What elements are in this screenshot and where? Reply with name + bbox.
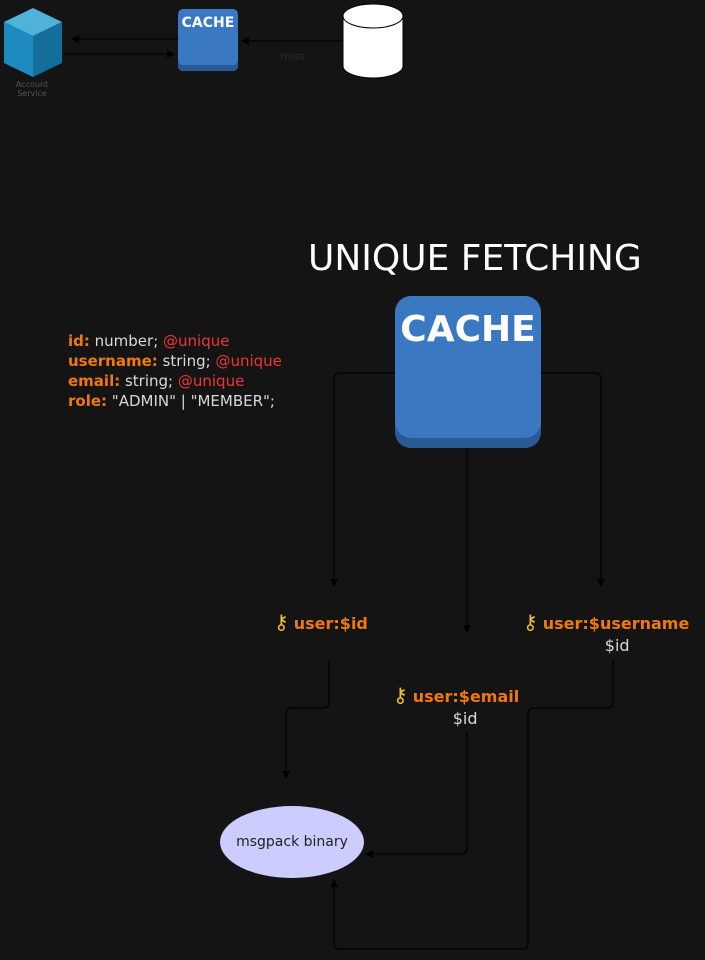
- schema-key: email:: [68, 372, 121, 390]
- key-value-email: $id: [452, 709, 478, 728]
- top-cache-label: CACHE: [181, 15, 235, 31]
- edge-username-to-store: [330, 660, 614, 950]
- cache-node: CACHE: [395, 296, 541, 448]
- schema-key: username:: [68, 352, 158, 370]
- store-label: msgpack binary: [236, 834, 348, 850]
- schema-row: id: number; @unique: [68, 331, 282, 351]
- schema-unique: @unique: [177, 372, 245, 390]
- key-value-username: $id: [604, 636, 630, 655]
- schema-type: number;: [89, 332, 164, 350]
- key-icon: ⚷: [393, 683, 408, 707]
- key-label-username: user:$username: [542, 614, 690, 633]
- schema-row: role: "ADMIN" | "MEMBER";: [68, 391, 282, 411]
- store-node: msgpack binary: [220, 806, 364, 878]
- key-node-id: ⚷ user:$id: [274, 610, 368, 634]
- edge-cache-to-username: [541, 372, 605, 587]
- edge-email-to-store: [365, 732, 468, 858]
- account-service-label: Account Service: [10, 80, 54, 98]
- key-icon: ⚷: [523, 610, 538, 634]
- key-icon: ⚷: [274, 610, 289, 634]
- schema-key: role:: [68, 392, 108, 410]
- schema-type: "ADMIN" | "MEMBER";: [107, 392, 275, 410]
- key-label-email: user:$email: [412, 687, 520, 706]
- schema-unique: @unique: [163, 332, 230, 350]
- schema-row: username: string; @unique: [68, 351, 282, 371]
- miss-label: miss: [280, 50, 306, 63]
- account-service-label-line2: Service: [17, 89, 47, 98]
- schema-type: string;: [120, 372, 178, 390]
- schema-block: id: number; @unique username: string; @u…: [68, 331, 282, 411]
- edge-id-to-store: [282, 660, 330, 779]
- account-service-label-line1: Account: [15, 80, 49, 89]
- diagram-title: UNIQUE FETCHING: [308, 238, 642, 279]
- cache-label: CACHE: [400, 309, 536, 350]
- key-node-username: ⚷ user:$username $id: [523, 610, 689, 655]
- database-icon: [342, 3, 404, 79]
- top-cache-node: CACHE: [178, 9, 238, 71]
- schema-row: email: string; @unique: [68, 371, 282, 391]
- key-label-id: user:$id: [293, 614, 368, 633]
- schema-unique: @unique: [215, 352, 282, 370]
- schema-type: string;: [157, 352, 216, 370]
- edge-cache-to-id: [330, 372, 395, 587]
- cube-icon: [4, 8, 62, 77]
- schema-key: id:: [68, 332, 90, 350]
- key-node-email: ⚷ user:$email $id: [393, 683, 519, 728]
